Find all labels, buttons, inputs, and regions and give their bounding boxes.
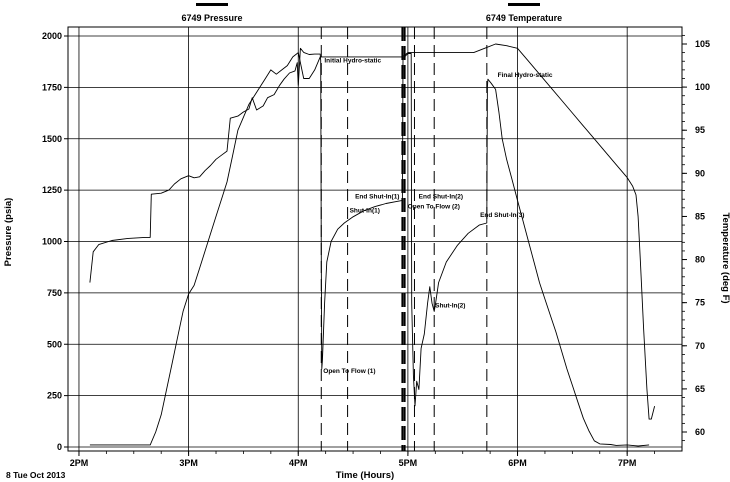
y-tick-label-right-9: 105 [695,39,710,49]
legend-swatch-pressure [196,3,228,6]
y-tick-label-right-0: 60 [695,427,705,437]
plot-frame [67,26,683,452]
x-tick-label-3: 5PM [399,458,418,468]
legend: 6749 Pressure 6749 Temperature [181,3,562,23]
date-label: 8 Tue Oct 2013 [6,470,66,480]
series [89,43,656,447]
x-tick-label-5: 7PM [618,458,637,468]
gridlines [68,27,682,451]
y-tick-label-right-4: 80 [695,255,705,265]
legend-swatch-temperature [508,3,540,6]
x-axis-title: Time (Hours) [336,470,394,481]
y-tick-label-left-6: 1500 [42,134,62,144]
y-tick-label-left-3: 750 [47,288,62,298]
series-line-temperature [89,43,656,446]
annotation-6: Shut-In(2) [435,302,465,309]
y-tick-label-right-1: 65 [695,384,705,394]
y-tick-label-right-7: 95 [695,125,705,135]
y-tick-label-left-5: 1250 [42,185,62,195]
annotation-2: Shut-In(1) [350,208,380,215]
y-tick-label-right-6: 90 [695,168,705,178]
y-axis-title-left: Pressure (psia) [3,198,14,267]
event-lines [320,27,488,451]
y-tick-label-left-7: 1750 [42,82,62,92]
annotation-5: Open To Flow (2) [408,204,460,211]
legend-label-pressure: 6749 Pressure [181,13,242,23]
y-tick-label-left-0: 0 [57,442,62,452]
x-tick-label-2: 4PM [289,458,308,468]
annotations: Initial Hydro-static Open To Flow (1) Shut… [323,58,553,375]
y-tick-label-right-3: 75 [695,298,705,308]
x-tick-label-1: 3PM [179,458,198,468]
annotation-4: End Shut-In(2) [419,193,463,200]
annotation-7: End Shut-In(3) [480,212,524,219]
y-axis-title-right: Temperature (deg F) [720,212,730,303]
y-tick-label-right-2: 70 [695,341,705,351]
annotation-3: End Shut-In(1) [355,193,399,200]
axes: 0 250 500 750 1000 1250 1500 1750 2000 2PM 3PM 4PM 5… [42,31,710,468]
y-tick-label-left-8: 2000 [42,31,62,41]
y-tick-label-left-4: 1000 [42,237,62,247]
y-tick-label-left-2: 500 [47,339,62,349]
legend-label-temperature: 6749 Temperature [486,13,562,23]
y-tick-label-right-5: 85 [695,211,705,221]
y-tick-label-left-1: 250 [47,391,62,401]
annotation-8: Final Hydro-static [498,72,553,79]
annotation-0: Initial Hydro-static [324,58,381,65]
x-tick-label-4: 6PM [508,458,527,468]
x-tick-label-0: 2PM [70,458,89,468]
y-tick-label-right-8: 100 [695,82,710,92]
series-line-pressure [89,47,650,447]
annotation-1: Open To Flow (1) [323,368,375,375]
